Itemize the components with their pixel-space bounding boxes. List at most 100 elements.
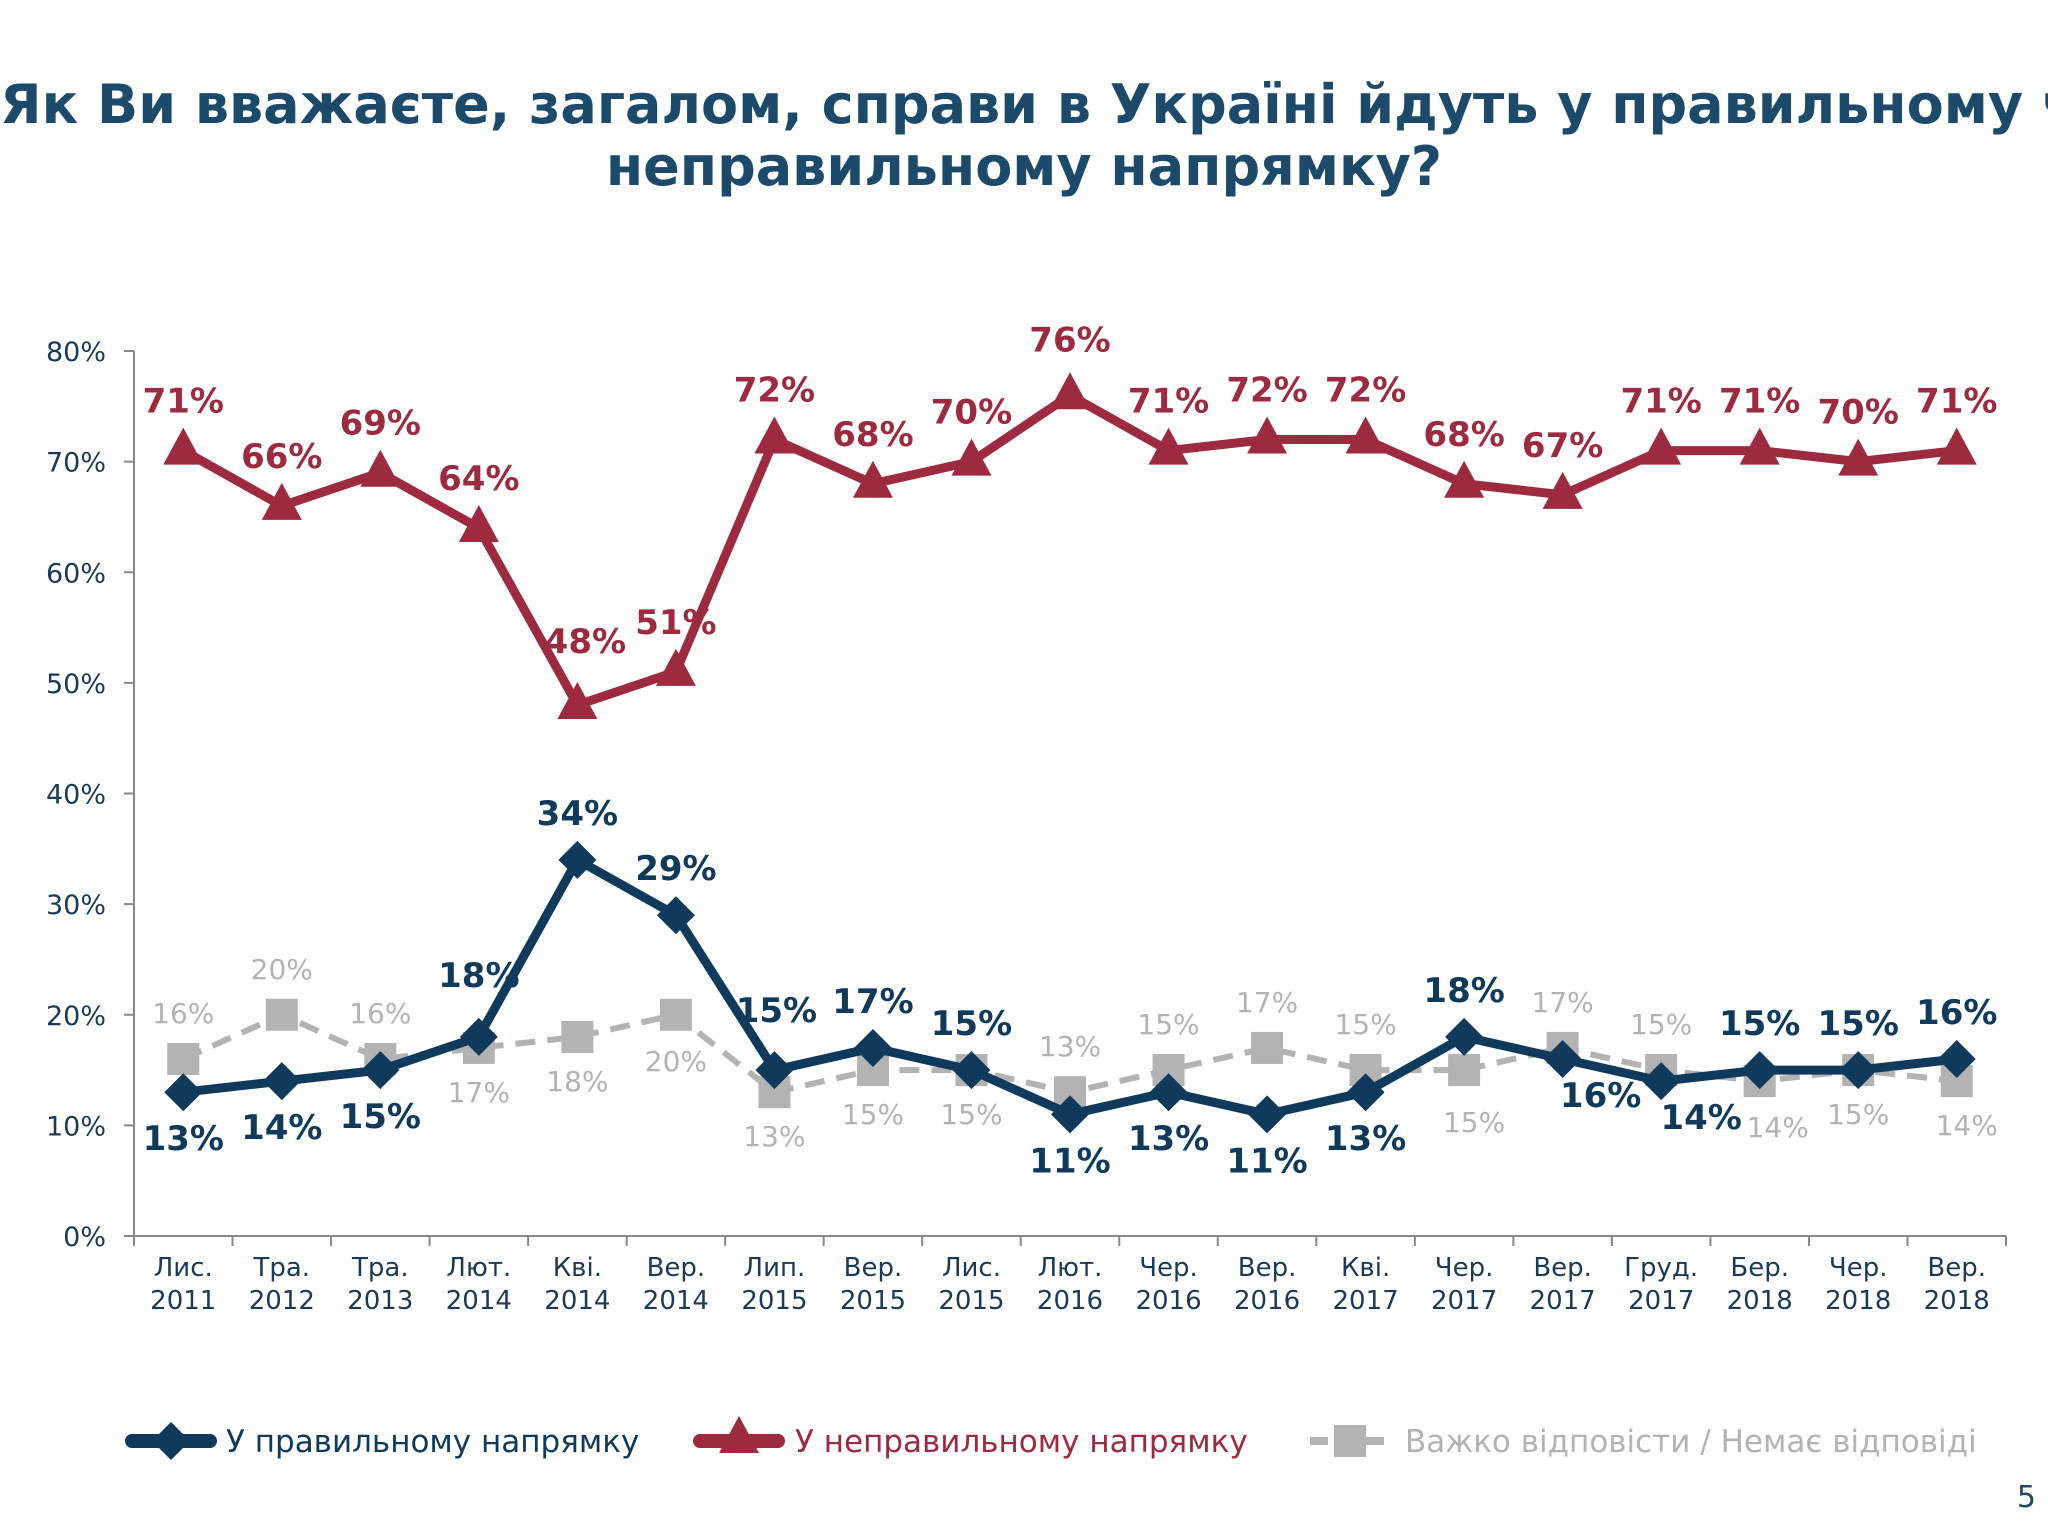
wrong-direction-point	[655, 648, 696, 686]
right-direction-point	[1543, 1040, 1582, 1078]
hard-to-say-data-label: 15%	[1334, 1008, 1396, 1041]
x-tick-label-month: Бер.	[1730, 1253, 1789, 1283]
right-direction-point	[1248, 1095, 1287, 1134]
x-tick-label-year: 2011	[150, 1286, 216, 1316]
hard-to-say-data-label: 20%	[251, 953, 313, 986]
y-tick-label: 30%	[46, 890, 106, 921]
right-direction-point	[459, 1017, 498, 1056]
wrong-direction-point	[1444, 460, 1485, 498]
wrong-direction-data-label: 71%	[143, 382, 224, 422]
right-direction-point	[755, 1051, 794, 1090]
right-direction-data-label: 16%	[1916, 993, 1997, 1033]
y-tick-label: 60%	[46, 558, 106, 589]
wrong-direction-point	[458, 505, 499, 542]
hard-to-say-point	[265, 998, 298, 1031]
wrong-direction-line	[181, 390, 1958, 710]
wrong-direction-point	[1247, 416, 1288, 454]
hard-to-say-point	[561, 1020, 594, 1053]
x-tick-label-month: Лип.	[744, 1253, 806, 1283]
x-tick-label-year: 2016	[1135, 1286, 1201, 1316]
hard-to-say-point	[167, 1043, 200, 1075]
x-tick-label-year: 2015	[938, 1286, 1004, 1316]
hard-to-say-data-label: 15%	[940, 1098, 1002, 1131]
right-direction-data-label: 29%	[635, 849, 716, 889]
legend-wrong-label: У неправильному напрямку	[795, 1424, 1248, 1460]
right-direction-point	[1740, 1051, 1779, 1090]
x-tick-label-month: Вер.	[844, 1253, 903, 1283]
right-direction-data-label: 13%	[1325, 1119, 1406, 1159]
right-direction-point	[1839, 1051, 1878, 1090]
page-number: 5	[2016, 1480, 2036, 1515]
right-direction-point	[656, 896, 695, 935]
wrong-direction-point	[1936, 427, 1977, 465]
right-direction-point	[853, 1028, 892, 1067]
right-direction-data-label: 11%	[1226, 1141, 1307, 1181]
legend-hard-label: Важко відповісти / Немає відповіді	[1405, 1424, 1977, 1460]
wrong-direction-point	[1641, 427, 1682, 465]
x-tick-label-year: 2017	[1431, 1286, 1497, 1316]
legend-hard-marker	[1334, 1425, 1366, 1457]
x-tick-label-year: 2015	[741, 1286, 807, 1316]
chart-title-line-2: неправильному напрямку?	[605, 135, 1443, 198]
x-tick-label-month: Кві.	[553, 1253, 602, 1283]
wrong-direction-data-label: 69%	[340, 404, 421, 444]
wrong-direction-data-label: 72%	[1325, 371, 1406, 411]
right-direction-data-label: 11%	[1029, 1141, 1110, 1181]
y-tick-label: 0%	[63, 1222, 106, 1253]
x-tick-label-year: 2018	[1825, 1286, 1891, 1316]
right-direction-data-label: 15%	[736, 991, 817, 1031]
x-tick-label-month: Чер.	[1829, 1253, 1888, 1283]
x-tick-label-month: Вер.	[1533, 1253, 1592, 1283]
wrong-direction-point	[1739, 427, 1780, 465]
legend-right-label: У правильному напрямку	[226, 1424, 639, 1460]
wrong-direction-point	[1345, 416, 1386, 454]
hard-to-say-data-label: 14%	[1747, 1111, 1809, 1144]
wrong-direction-data-label: 71%	[1128, 382, 1209, 422]
hard-to-say-point	[1448, 1054, 1481, 1087]
legend-wrong-marker	[719, 1416, 759, 1453]
right-direction-data-label: 15%	[1719, 1004, 1800, 1044]
x-tick-label-month: Чер.	[1139, 1253, 1198, 1283]
hard-to-say-data-label: 20%	[645, 1045, 707, 1078]
hard-to-say-data-label: 13%	[1039, 1030, 1101, 1063]
right-direction-data-label: 15%	[931, 1004, 1012, 1044]
wrong-direction-point	[360, 449, 401, 487]
x-tick-label-month: Вер.	[1238, 1253, 1297, 1283]
y-tick-label: 20%	[46, 1001, 106, 1032]
x-tick-label-month: Чер.	[1435, 1253, 1494, 1283]
wrong-direction-point	[754, 416, 795, 454]
x-tick-label-month: Тра.	[351, 1253, 409, 1283]
x-tick-label-month: Лют.	[446, 1253, 511, 1283]
right-direction-point	[1149, 1073, 1188, 1112]
hard-to-say-data-label: 14%	[1936, 1109, 1998, 1142]
wrong-direction-point	[261, 482, 302, 520]
right-direction-point	[1346, 1073, 1385, 1112]
x-tick-label-year: 2013	[347, 1286, 413, 1316]
x-tick-label-year: 2018	[1924, 1286, 1990, 1316]
hard-to-say-data-label: 15%	[1443, 1106, 1505, 1139]
x-tick-label-month: Лис.	[154, 1253, 213, 1283]
x-tick-label-month: Вер.	[647, 1253, 706, 1283]
hard-to-say-data-label: 15%	[1630, 1008, 1692, 1041]
y-tick-label: 70%	[46, 448, 106, 479]
right-direction-point	[952, 1051, 991, 1090]
x-tick-label-month: Вер.	[1927, 1253, 1986, 1283]
x-tick-label-year: 2016	[1234, 1286, 1300, 1316]
hard-to-say-data-label: 15%	[1827, 1098, 1889, 1131]
chart-title-line-1: Як Ви вважаєте, загалом, справи в Україн…	[0, 73, 2048, 136]
x-tick-label-year: 2014	[446, 1286, 512, 1316]
x-tick-label-year: 2017	[1628, 1286, 1694, 1316]
wrong-direction-point	[1838, 438, 1879, 476]
wrong-direction-data-label: 70%	[1818, 393, 1899, 433]
right-direction-data-label: 16%	[1560, 1076, 1641, 1116]
hard-to-say-data-label: 15%	[1137, 1008, 1199, 1041]
x-tick-label-year: 2017	[1530, 1286, 1596, 1316]
right-direction-point	[262, 1062, 301, 1101]
hard-to-say-data-label: 13%	[743, 1120, 805, 1153]
wrong-direction-point	[951, 438, 992, 476]
x-tick-label-year: 2015	[840, 1286, 906, 1316]
wrong-direction-data-label: 72%	[734, 371, 815, 411]
x-tick-label-month: Тра.	[252, 1253, 310, 1283]
right-direction-data-label: 15%	[1818, 1004, 1899, 1044]
